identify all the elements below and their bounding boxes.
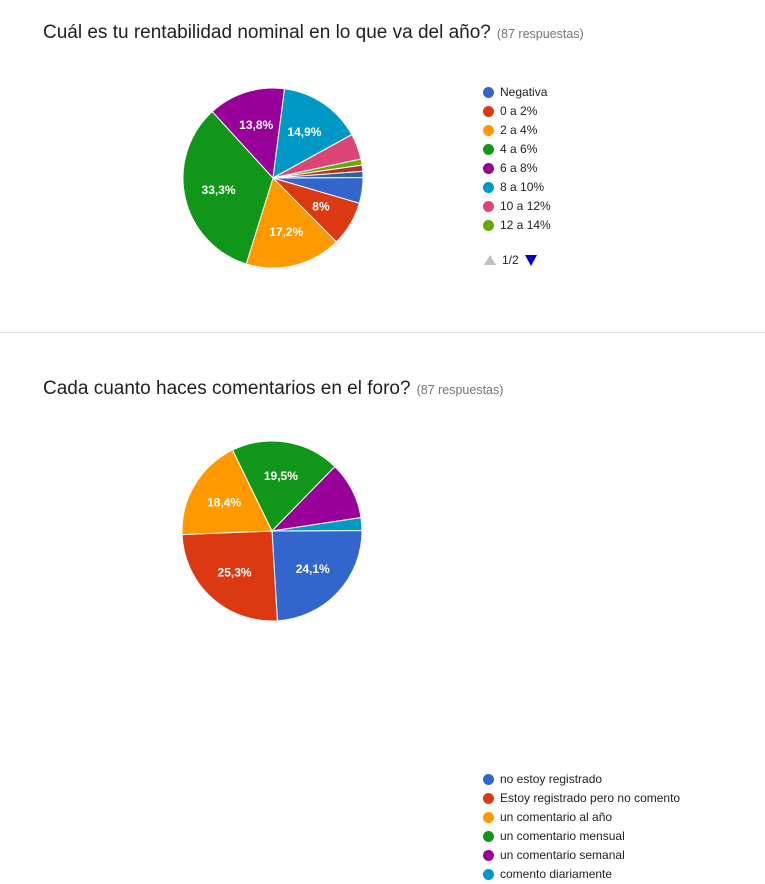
legend-pager: 1/2 <box>483 253 537 267</box>
pie-slice-estoy-registrado-pero-no-comento[interactable] <box>181 530 278 622</box>
question-title: Cada cuanto haces comentarios en el foro… <box>43 378 411 399</box>
pie-value-label: 19,5% <box>264 469 298 483</box>
pie-value-label: 33,3% <box>202 183 236 197</box>
legend-label: 4 a 6% <box>500 142 538 156</box>
pie-slice-6-a-8[interactable] <box>211 87 286 180</box>
response-count: (87 respuestas) <box>496 27 584 41</box>
legend-swatch <box>483 850 494 861</box>
legend-label: 0 a 2% <box>500 104 538 118</box>
pie-value-label: 8% <box>312 200 330 214</box>
legend-swatch <box>483 87 494 98</box>
pie-slice-other-9[interactable] <box>272 170 364 179</box>
legend-item[interactable]: un comentario al año <box>483 808 680 827</box>
legend-item[interactable]: 4 a 6% <box>483 140 551 159</box>
pie-chart-rentabilidad: 8% 17,2% 33,3% 13,8% 14,9% <box>182 87 364 269</box>
pie-value-label: 25,3% <box>218 565 252 579</box>
pie-value-label: 18,4% <box>207 495 241 509</box>
legend-item[interactable]: 2 a 4% <box>483 121 551 140</box>
legend-label: Estoy registrado pero no comento <box>500 791 681 805</box>
question-title: Cuál es tu rentabilidad nominal en lo qu… <box>43 22 491 43</box>
legend-item[interactable]: no estoy registrado <box>483 770 680 789</box>
chart-legend: Negativa 0 a 2% 2 a 4% 4 a 6% 6 a 8% 8 a 10% 1… <box>483 83 551 235</box>
legend-swatch <box>483 163 494 174</box>
legend-label: Negativa <box>500 85 548 99</box>
legend-item[interactable]: Negativa <box>483 83 551 102</box>
legend-item[interactable]: comento diariamente <box>483 865 680 884</box>
pie-value-label: 14,9% <box>287 125 321 139</box>
pie-slice-un-comentario-al-ano[interactable] <box>181 449 273 536</box>
legend-label: un comentario mensual <box>500 829 625 843</box>
question-card-comentarios: Cada cuanto haces comentarios en el foro… <box>0 333 765 881</box>
legend-item[interactable]: Estoy registrado pero no comento <box>483 789 680 808</box>
legend-item[interactable]: 0 a 2% <box>483 102 551 121</box>
legend-label: 2 a 4% <box>500 123 538 137</box>
pie-slice-comento-diariamente[interactable] <box>271 517 363 532</box>
legend-item[interactable]: 8 a 10% <box>483 178 551 197</box>
legend-swatch <box>483 793 494 804</box>
pie-value-label: 17,2% <box>269 225 303 239</box>
legend-swatch <box>483 201 494 212</box>
pie-slice-4-a-6[interactable] <box>182 110 274 265</box>
legend-swatch <box>483 869 494 880</box>
legend-label: 12 a 14% <box>500 218 551 232</box>
chart-legend: no estoy registrado Estoy registrado pero… <box>483 770 680 884</box>
legend-swatch <box>483 831 494 842</box>
legend-label: comento diariamente <box>500 867 613 881</box>
legend-swatch <box>483 812 494 823</box>
pie-slice-8-a-10[interactable] <box>272 88 353 179</box>
pie-chart-comentarios: 24,1% 25,3% 18,4% 19,5% <box>181 440 363 622</box>
legend-item[interactable]: 6 a 8% <box>483 159 551 178</box>
page-up-icon <box>484 255 496 265</box>
legend-label: un comentario al año <box>500 810 613 824</box>
legend-label: 6 a 8% <box>500 161 538 175</box>
legend-item[interactable]: 10 a 12% <box>483 197 551 216</box>
question-title-row: Cada cuanto haces comentarios en el foro… <box>43 378 503 400</box>
page-indicator: 1/2 <box>502 253 519 267</box>
legend-item[interactable]: un comentario semanal <box>483 846 680 865</box>
pie-slice-2-a-4[interactable] <box>245 177 338 269</box>
legend-item[interactable]: un comentario mensual <box>483 827 680 846</box>
pie-slice-no-estoy-registrado[interactable] <box>271 530 363 622</box>
legend-label: 10 a 12% <box>500 199 551 213</box>
response-count: (87 respuestas) <box>416 383 504 397</box>
pie-value-label: 13,8% <box>239 118 273 132</box>
legend-label: no estoy registrado <box>500 772 603 786</box>
legend-swatch <box>483 106 494 117</box>
legend-swatch <box>483 125 494 136</box>
question-title-row: Cuál es tu rentabilidad nominal en lo qu… <box>43 22 584 44</box>
question-card-rentabilidad: Cuál es tu rentabilidad nominal en lo qu… <box>0 0 765 333</box>
legend-item[interactable]: 12 a 14% <box>483 216 551 235</box>
legend-swatch <box>483 144 494 155</box>
pie-slice-un-comentario-mensual[interactable] <box>231 440 336 532</box>
legend-label: un comentario semanal <box>500 848 625 862</box>
legend-swatch <box>483 220 494 231</box>
pie-value-label: 24,1% <box>296 562 330 576</box>
legend-swatch <box>483 182 494 193</box>
page-down-icon[interactable] <box>524 254 537 266</box>
legend-swatch <box>483 774 494 785</box>
legend-label: 8 a 10% <box>500 180 545 194</box>
